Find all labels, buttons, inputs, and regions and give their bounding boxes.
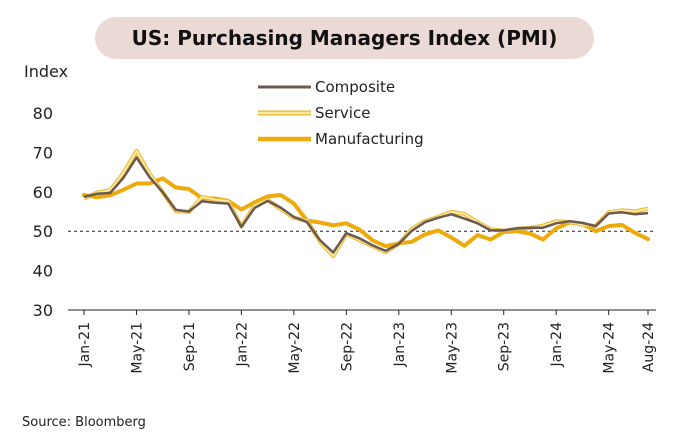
y-tick-label: 30 [33,301,53,320]
x-tick-label: May-23 [444,322,460,374]
x-tick-label: Sep-21 [182,322,198,371]
y-axis-label: Index [24,62,68,81]
legend-label-manufacturing: Manufacturing [315,130,424,148]
y-tick-label: 70 [33,143,53,162]
x-tick-label: Jan-24 [549,322,565,368]
legend-label-composite: Composite [315,78,395,96]
y-tick-label: 40 [33,262,53,281]
x-tick-label: Sep-22 [339,322,355,371]
y-axis-ticks: 30 40 50 60 70 80 [33,104,53,320]
series-line-service-outline [84,151,648,256]
source-note: Source: Bloomberg [22,415,146,430]
x-tick-label: May-22 [287,322,303,374]
x-tick-label: Aug-24 [641,322,657,372]
legend-label-service: Service [315,104,370,122]
y-tick-label: 50 [33,222,53,241]
series-layer [84,151,648,256]
x-axis-ticks: Jan-21 May-21 Sep-21 Jan-22 May-22 Sep-22 Jan-… [77,310,657,374]
pmi-line-chart: Index 304050607080 Jan-21 May-21 Sep-21 Jan… [0,0,681,446]
x-tick-label: Jan-22 [234,322,250,367]
x-tick-label: Jan-21 [77,322,93,367]
x-tick-label: May-24 [602,322,618,374]
legend: Composite Service Manufacturing [258,78,424,148]
y-tick-label: 80 [33,104,53,123]
y-tick-label: 60 [33,183,53,202]
x-tick-label: May-21 [129,322,145,374]
x-tick-label: Jan-23 [392,322,408,367]
series-line-manufacturing [84,178,648,246]
x-tick-label: Sep-23 [497,322,513,371]
series-line-composite [84,158,648,253]
